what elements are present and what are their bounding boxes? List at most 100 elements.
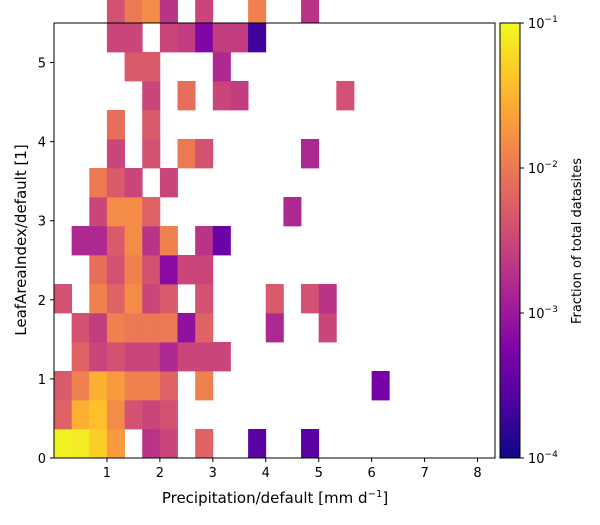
heatmap-cell (318, 283, 337, 314)
heatmap-cell (318, 312, 337, 343)
heatmap-cell (142, 80, 161, 111)
x-tick-label: 4 (262, 466, 270, 481)
heatmap-cell (195, 312, 214, 343)
heatmap-cell (177, 138, 196, 169)
heatmap-cell (124, 225, 143, 256)
x-axis-label-text: Precipitation/default [mm d (162, 489, 368, 507)
heatmap-cell (142, 51, 161, 82)
heatmap-cell (142, 225, 161, 256)
heatmap-cell (230, 80, 249, 111)
heatmap-cell (195, 138, 214, 169)
heatmap-cell (142, 138, 161, 169)
heatmap-cell (142, 254, 161, 285)
colorbar-tick-label: 10−2 (528, 160, 558, 177)
heatmap-cell (106, 22, 125, 53)
x-axis-label: Precipitation/default [mm d−1] (162, 489, 388, 507)
heatmap-cell (195, 341, 214, 372)
heatmap-cell (195, 22, 214, 53)
heatmap-cell (71, 370, 90, 401)
x-axis-label-superscript: −1 (368, 489, 383, 500)
heatmap-cell (177, 254, 196, 285)
heatmap-cell (142, 370, 161, 401)
heatmap-cell (124, 399, 143, 430)
heatmap-cell (159, 399, 178, 430)
heatmap-cell (371, 370, 390, 401)
x-tick-label: 1 (103, 466, 111, 481)
heatmap-cell (124, 370, 143, 401)
heatmap-cell (301, 138, 320, 169)
heatmap-cell (159, 0, 178, 24)
heatmap-cell (124, 51, 143, 82)
heatmap-cell (106, 0, 125, 24)
heatmap-cell (89, 254, 108, 285)
heatmap-cell (106, 341, 125, 372)
y-axis: 0 1 2 3 4 5 (38, 57, 54, 467)
x-tick-label: 5 (315, 466, 323, 481)
x-tick-label: 6 (368, 466, 376, 481)
heatmap-cell (142, 283, 161, 314)
colorbar-label: Fraction of total datasites (570, 158, 585, 324)
heatmap-cell (336, 80, 355, 111)
heatmap-cell (89, 399, 108, 430)
heatmap-cell (159, 22, 178, 53)
x-tick-label: 8 (473, 466, 481, 481)
heatmap-cell (89, 428, 108, 459)
heatmap-cell (212, 341, 231, 372)
heatmap-cell (265, 283, 284, 314)
heatmap-cell (124, 196, 143, 227)
heatmap-cell (265, 312, 284, 343)
heatmap-cell (195, 428, 214, 459)
heatmap-cell (195, 0, 214, 24)
heatmap-cell (89, 341, 108, 372)
heatmap-cell (177, 80, 196, 111)
y-tick-label: 0 (38, 452, 46, 467)
heatmap-cell (195, 225, 214, 256)
heatmap-cell (71, 341, 90, 372)
heatmap-cell (248, 428, 267, 459)
heatmap-cell (106, 254, 125, 285)
heatmap-cell (195, 370, 214, 401)
y-tick-label: 5 (38, 57, 46, 72)
y-tick-label: 3 (38, 215, 46, 230)
colorbar-tick-label: 10−4 (528, 450, 558, 467)
heatmap-cell (142, 341, 161, 372)
x-tick-label: 7 (420, 466, 428, 481)
heatmap-cell (301, 283, 320, 314)
heatmap-cell (230, 22, 249, 53)
heatmap-cell (54, 370, 73, 401)
heatmap-cell (212, 80, 231, 111)
colorbar-tick-label: 10−3 (528, 305, 558, 322)
y-tick-label: 1 (38, 373, 46, 388)
heatmap-cell (71, 428, 90, 459)
heatmap-cell (159, 225, 178, 256)
colorbar-tick-label: 10−1 (528, 15, 558, 32)
heatmap-cell (159, 312, 178, 343)
heatmap-cell (159, 428, 178, 459)
heatmap-cell (159, 254, 178, 285)
heatmap-cell (142, 109, 161, 140)
heatmap-cell (89, 167, 108, 198)
heatmap-cell (177, 312, 196, 343)
heatmap-cell (71, 225, 90, 256)
x-tick-label: 2 (156, 466, 164, 481)
heatmap-cell (212, 225, 231, 256)
y-tick-label: 4 (38, 136, 46, 151)
heatmap-cell (54, 283, 73, 314)
heatmap-cell (195, 283, 214, 314)
heatmap-cell (106, 196, 125, 227)
heatmap-cells (54, 0, 390, 459)
heatmap-cell (106, 399, 125, 430)
x-axis-label-end: ] (382, 489, 388, 507)
heatmap-cell (159, 283, 178, 314)
heatmap-cell (301, 428, 320, 459)
heatmap-cell (106, 167, 125, 198)
heatmap-cell (248, 0, 267, 24)
heatmap-cell (106, 428, 125, 459)
heatmap-cell (142, 0, 161, 24)
heatmap-cell (301, 0, 320, 24)
heatmap-cell (71, 312, 90, 343)
heatmap-cell (195, 254, 214, 285)
heatmap-cell (159, 167, 178, 198)
heatmap-cell (124, 167, 143, 198)
x-tick-label: 3 (209, 466, 217, 481)
